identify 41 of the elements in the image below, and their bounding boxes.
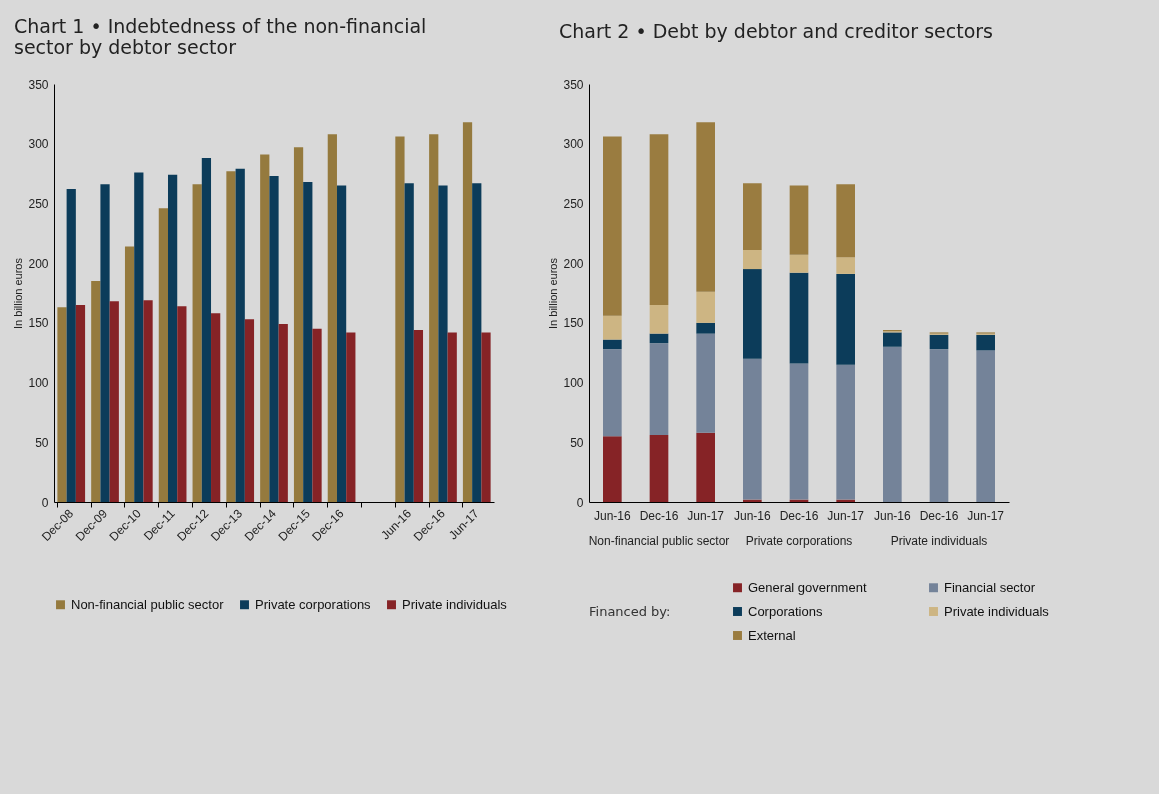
y-tick-label: 350 xyxy=(563,77,584,92)
text: Private individuals xyxy=(890,534,988,548)
y-tick-label: 200 xyxy=(563,256,584,271)
legend-label: Private corporations xyxy=(255,596,372,612)
legend-label: General government xyxy=(748,579,867,595)
y-axis-title: In billion euros xyxy=(547,257,560,329)
y-tick-label: 300 xyxy=(563,137,584,152)
y-tick-label: 250 xyxy=(28,196,49,211)
x-tick-label: Jun-16 xyxy=(593,508,631,523)
chart-title: Chart 2 • Debt by debtor and creditor sectors xyxy=(559,20,993,42)
y-tick-label: 350 xyxy=(28,77,49,92)
x-tick-label: Dec-16 xyxy=(919,508,959,523)
x-tick-label: Jun-17 xyxy=(827,508,865,523)
y-tick-label: 100 xyxy=(28,376,49,391)
text: Private corporations xyxy=(745,534,853,548)
y-tick-label: 150 xyxy=(563,316,584,331)
y-tick-label: 300 xyxy=(28,137,49,152)
y-tick-label: 100 xyxy=(563,376,584,391)
x-tick-label: Jun-16 xyxy=(873,508,911,523)
x-tick-label: Dec-16 xyxy=(779,508,819,523)
legend-label: Private individuals xyxy=(402,596,508,612)
legend-label: Private individuals xyxy=(944,603,1050,619)
legend-label: Financial sector xyxy=(944,579,1036,595)
y-tick-label: 250 xyxy=(563,196,584,211)
legend-label: Corporations xyxy=(748,603,823,619)
legend-label: External xyxy=(748,627,796,643)
legend-label: Non-financial public sector xyxy=(71,596,225,612)
x-tick-label: Dec-16 xyxy=(639,508,679,523)
chart-title: Chart 1 • Indebtedness of the non-financial sector by debtor sector xyxy=(14,15,427,58)
x-tick-label: Jun-17 xyxy=(967,508,1005,523)
y-tick-label: 50 xyxy=(35,435,49,450)
legend-title: Financed by: xyxy=(589,604,671,619)
y-tick-label: 50 xyxy=(570,435,584,450)
x-tick-label: Jun-16 xyxy=(733,508,771,523)
y-tick-label: 0 xyxy=(41,495,49,510)
text: Non-financial public sector xyxy=(588,534,730,548)
y-tick-label: 150 xyxy=(28,316,49,331)
y-tick-label: 200 xyxy=(28,256,49,271)
y-axis-title: In billion euros xyxy=(12,257,25,329)
x-tick-label: Jun-17 xyxy=(687,508,725,523)
y-tick-label: 0 xyxy=(576,495,584,510)
